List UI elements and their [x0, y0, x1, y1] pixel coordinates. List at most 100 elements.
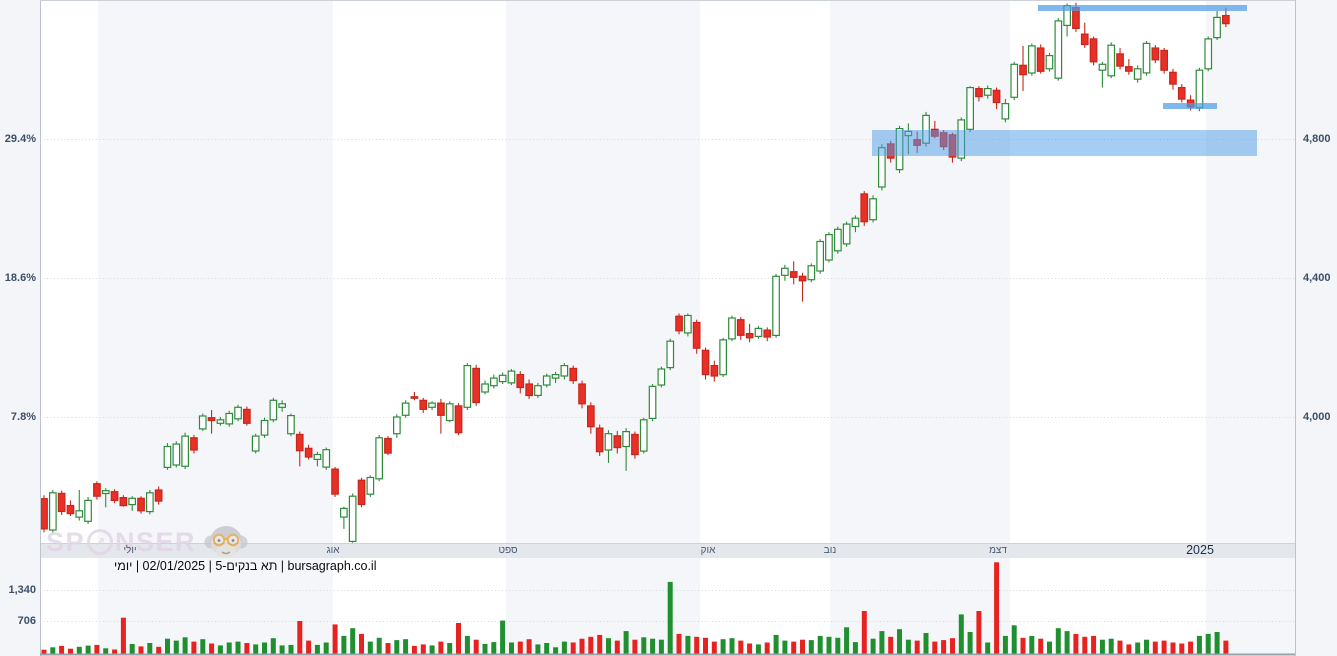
volume-bar	[323, 642, 329, 654]
candle-body	[1045, 54, 1054, 70]
volume-bar	[1152, 641, 1158, 654]
volume-bar	[226, 642, 232, 654]
volume-bar	[1161, 640, 1167, 654]
volume-bar	[376, 637, 382, 654]
candle-body	[357, 479, 366, 506]
candle-body	[807, 265, 816, 281]
candle-body	[1054, 20, 1063, 79]
volume-bar	[1038, 638, 1044, 654]
candle-body	[657, 368, 666, 386]
candle-body	[631, 433, 639, 456]
x-axis-month-label: נוב	[823, 545, 837, 556]
volume-bar	[1073, 633, 1079, 654]
volume-bar	[606, 638, 611, 654]
candle-body	[639, 419, 648, 452]
volume-bar	[720, 639, 726, 654]
x-axis-month-label: דצמ	[989, 545, 1007, 556]
candle-body	[842, 223, 851, 245]
candle-body	[1036, 47, 1045, 72]
volume-bar	[1205, 633, 1211, 654]
candle-body	[163, 445, 172, 468]
volume-bar	[808, 640, 814, 654]
candle-body	[728, 317, 736, 340]
candle-body	[48, 492, 57, 531]
volume-bar	[1135, 642, 1141, 654]
candle-body	[578, 383, 586, 405]
volume-bar	[614, 640, 620, 654]
volume-bar	[1108, 638, 1114, 654]
volume-bar	[570, 642, 576, 654]
candle-body	[1019, 64, 1027, 76]
candle-body	[789, 271, 798, 278]
right-axis-margin	[1295, 0, 1337, 656]
candle-body	[137, 497, 145, 512]
volume-bar	[950, 638, 955, 654]
volume-bar	[385, 643, 391, 654]
volume-bar	[791, 641, 797, 654]
volume-bar	[491, 642, 497, 654]
volume-bar	[1002, 635, 1008, 654]
volume-bar	[1091, 635, 1097, 654]
candle-body	[437, 402, 445, 416]
candle-body	[551, 374, 560, 379]
volume-bar	[914, 640, 920, 654]
candle-body	[825, 234, 833, 261]
candle-body	[304, 447, 313, 458]
candle-body	[851, 217, 860, 228]
volume-bar	[120, 617, 126, 654]
volume-bar	[941, 640, 947, 654]
candle-body	[1177, 86, 1186, 100]
volume-bar	[667, 581, 673, 654]
volume-bar	[456, 623, 461, 654]
volume-bar	[156, 646, 162, 654]
candle-body	[490, 377, 498, 387]
volume-bar	[967, 632, 973, 654]
volume-axis-label: 1,340	[8, 584, 36, 596]
sponser-watermark: SP ↗ NSER	[46, 524, 249, 560]
candle-body	[1133, 68, 1142, 80]
volume-bar	[314, 644, 320, 654]
volume-bar	[297, 621, 303, 654]
candle-body	[154, 489, 163, 502]
candle-body	[542, 375, 551, 386]
candle-body	[569, 367, 578, 382]
volume-bar	[332, 624, 338, 654]
candle-body	[269, 399, 278, 421]
candle-body	[225, 412, 234, 425]
volume-bar	[826, 636, 832, 654]
candle-body	[57, 492, 66, 513]
candle-body	[348, 495, 357, 543]
volume-bar	[59, 645, 65, 654]
candle-body	[146, 492, 154, 513]
volume-bar	[200, 639, 206, 654]
volume-axis-label: 706	[17, 615, 36, 627]
volume-bar	[41, 649, 47, 654]
volume-bar	[1223, 640, 1229, 654]
volume-bar	[147, 643, 153, 654]
candle-body	[340, 507, 348, 518]
resistance-band-4800	[872, 130, 1257, 156]
volume-bar	[235, 641, 241, 654]
volume-bar	[103, 648, 109, 654]
volume-bar	[932, 641, 938, 654]
volume-bar	[835, 637, 841, 654]
candle-body	[40, 498, 48, 530]
candle-body	[75, 510, 84, 518]
info-segment: יומי	[114, 559, 133, 573]
candle-body	[1124, 66, 1133, 72]
candle-body	[1169, 71, 1177, 85]
info-segment: bursagraph.co.il	[287, 559, 377, 573]
candle-body	[472, 367, 480, 404]
candle-body	[613, 435, 622, 449]
volume-bar	[676, 633, 682, 654]
volume-bar	[420, 644, 426, 654]
candle-body	[384, 437, 392, 454]
candle-body	[93, 483, 101, 497]
candle-body	[736, 319, 745, 336]
candle-body	[428, 402, 436, 408]
volume-bar	[138, 646, 144, 654]
volume-bar	[579, 638, 585, 654]
volume-bar	[411, 645, 417, 654]
